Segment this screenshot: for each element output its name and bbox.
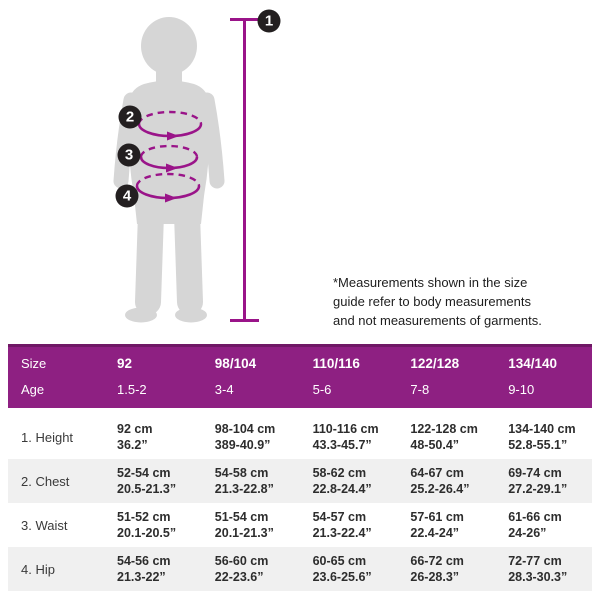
size-header-row: Size 92 98/104 110/116 122/128 134/140 xyxy=(8,350,592,376)
note-line-1: *Measurements shown in the size xyxy=(333,275,528,290)
row-label-waist: 3. Waist xyxy=(21,517,68,533)
age-header-row: Age 1.5-2 3-4 5-6 7-8 9-10 xyxy=(8,376,592,402)
height-cell-98-104: 98-104 cm 389-40.9” xyxy=(214,422,276,452)
marker-1-number: 1 xyxy=(265,13,273,30)
age-row-label: Age xyxy=(21,381,45,397)
marker-1-height: 1 xyxy=(257,9,281,33)
hip-cell-98-104: 56-60 cm 22-23.6” xyxy=(214,554,269,584)
waist-cell-134-140: 61-66 cm 24-26” xyxy=(508,510,562,540)
marker-2-chest: 2 xyxy=(118,105,142,129)
height-cell-122-128: 122-128 cm 48-50.4” xyxy=(410,422,478,452)
note-line-2: guide refer to body measurements xyxy=(333,294,531,309)
age-value-3: 5-6 xyxy=(312,381,332,397)
size-guide-table: Size 92 98/104 110/116 122/128 134/140 A… xyxy=(8,344,592,591)
table-row-chest: 2. Chest 52-54 cm 20.5-21.3” 54-58 cm 21.3… xyxy=(8,459,592,503)
height-cell-92: 92 cm 36.2” xyxy=(117,422,153,452)
chest-cell-98-104: 54-58 cm 21.3-22.8” xyxy=(214,466,274,496)
note-line-3: and not measurements of garments. xyxy=(333,313,542,328)
chest-cell-122-128: 64-67 cm 25.2-26.4” xyxy=(410,466,470,496)
waist-cell-98-104: 51-54 cm 20.1-21.3” xyxy=(214,510,274,540)
age-value-4: 7-8 xyxy=(410,381,430,397)
hip-measure-band xyxy=(135,172,201,203)
waist-cell-92: 51-52 cm 20.1-20.5” xyxy=(117,510,177,540)
row-label-hip: 4. Hip xyxy=(21,561,55,577)
measurement-disclaimer-note: *Measurements shown in the size guide re… xyxy=(333,273,563,330)
height-cell-134-140: 134-140 cm 52.8-55.1” xyxy=(508,422,576,452)
age-value-5: 9-10 xyxy=(508,381,535,397)
chest-cell-92: 52-54 cm 20.5-21.3” xyxy=(117,466,177,496)
size-table-body: 1. Height 92 cm 36.2” 98-104 cm 389-40.9” … xyxy=(8,415,592,591)
height-measure-line xyxy=(230,18,259,322)
marker-3-number: 3 xyxy=(125,147,133,164)
size-value-122-128: 122/128 xyxy=(410,355,460,371)
marker-2-number: 2 xyxy=(126,109,134,126)
size-value-110-116: 110/116 xyxy=(312,355,360,371)
age-value-1: 1.5-2 xyxy=(117,381,147,397)
size-value-134-140: 134/140 xyxy=(508,355,557,371)
chest-cell-110-116: 58-62 cm 22.8-24.4” xyxy=(312,466,372,496)
table-row-waist: 3. Waist 51-52 cm 20.1-20.5” 51-54 cm 20.1… xyxy=(8,503,592,547)
body-measurement-diagram: 1 2 3 4 xyxy=(113,9,281,323)
hip-cell-134-140: 72-77 cm 28.3-30.3” xyxy=(508,554,568,584)
table-row-height: 1. Height 92 cm 36.2” 98-104 cm 389-40.9” … xyxy=(8,415,592,459)
size-table-header: Size 92 98/104 110/116 122/128 134/140 A… xyxy=(8,344,592,408)
table-row-hip: 4. Hip 54-56 cm 21.3-22” 56-60 cm 22-23.6”… xyxy=(8,547,592,591)
hip-cell-92: 54-56 cm 21.3-22” xyxy=(117,554,171,584)
hip-cell-110-116: 60-65 cm 23.6-25.6” xyxy=(312,554,372,584)
waist-cell-122-128: 57-61 cm 22.4-24” xyxy=(410,510,464,540)
chest-cell-134-140: 69-74 cm 27.2-29.1” xyxy=(508,466,568,496)
size-value-92: 92 xyxy=(117,355,133,371)
waist-cell-110-116: 54-57 cm 21.3-22.4” xyxy=(312,510,372,540)
row-label-height: 1. Height xyxy=(21,429,74,445)
waist-measure-band xyxy=(139,144,199,173)
row-label-chest: 2. Chest xyxy=(21,473,70,489)
marker-4-hip: 4 xyxy=(115,184,139,208)
height-cell-110-116: 110-116 cm 43.3-45.7” xyxy=(312,422,379,452)
size-value-98-104: 98/104 xyxy=(214,355,257,371)
marker-3-waist: 3 xyxy=(117,143,141,167)
age-value-2: 3-4 xyxy=(214,381,234,397)
hip-cell-122-128: 66-72 cm 26-28.3” xyxy=(410,554,464,584)
size-row-label: Size xyxy=(21,355,47,371)
chest-measure-band xyxy=(137,110,203,141)
marker-4-number: 4 xyxy=(123,188,132,205)
